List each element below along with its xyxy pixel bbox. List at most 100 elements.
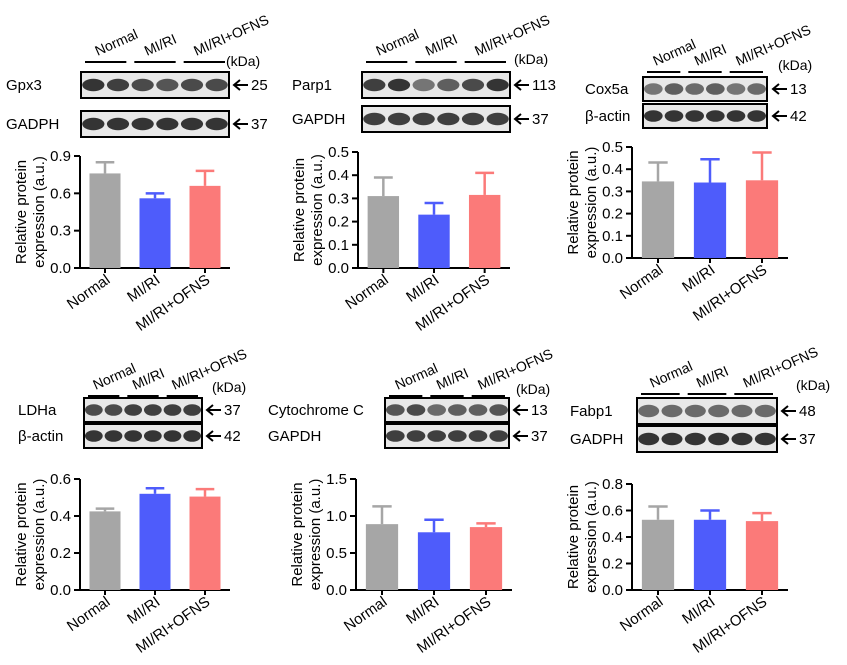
arrow-icon	[205, 430, 221, 442]
blot-band	[386, 404, 405, 416]
blot-band	[412, 78, 435, 92]
blot-group-label: Normal	[373, 26, 421, 59]
blot-band	[706, 83, 725, 95]
blot-band	[387, 78, 411, 92]
blot-band	[754, 404, 776, 418]
blot-band	[726, 110, 746, 122]
bar-normal	[641, 519, 675, 590]
kda-label: (kDa)	[778, 57, 812, 73]
blot-band	[731, 432, 753, 446]
blot-band	[685, 110, 704, 122]
blot-group-label: MI/RI+OFNS	[191, 11, 271, 58]
bar-normal	[641, 181, 675, 258]
blot-band	[684, 432, 706, 446]
blot-group-label: Normal	[392, 360, 440, 393]
y-tick-label: 0.0	[602, 582, 623, 599]
blot-band	[731, 404, 753, 418]
blot-band	[486, 112, 509, 126]
blot-band	[747, 110, 766, 122]
blot-band	[644, 83, 663, 95]
y-tick-label: 0.0	[328, 260, 349, 277]
blot-strip	[636, 425, 778, 453]
blot-strip	[83, 423, 203, 449]
blot-band	[427, 430, 446, 442]
bar-miriofns	[468, 194, 501, 268]
y-tick-label: 0.5	[602, 139, 623, 156]
blot-kda-value: 48	[799, 403, 816, 420]
y-axis-label: Relative protein	[13, 160, 30, 264]
x-tick-label: Normal	[64, 271, 113, 313]
blot-band	[131, 78, 154, 92]
blot-band	[706, 110, 725, 122]
blot-protein-label: GADPH	[6, 116, 59, 133]
bar-chart: 0.0 0.2 0.4 0.6 0.8 Relative protein expressio…	[565, 476, 788, 657]
blot-kda-value: 42	[224, 428, 241, 445]
bar-miriofns	[469, 527, 503, 590]
blot-band	[124, 430, 143, 442]
y-tick-label: 0.0	[50, 582, 71, 599]
blot-band	[205, 117, 228, 131]
y-axis-label: expression (a.u.)	[309, 154, 326, 266]
arrow-icon	[771, 83, 787, 95]
blot-strip	[361, 71, 511, 99]
blot-band	[386, 430, 405, 442]
arrow-icon	[513, 79, 529, 91]
x-tick-label: Normal	[64, 593, 113, 635]
blot-band	[205, 78, 228, 92]
kda-label: (kDa)	[796, 377, 830, 393]
blot-band	[461, 112, 485, 126]
blot-kda-value: 37	[251, 116, 268, 133]
x-tick-label: Normal	[617, 261, 666, 303]
blot-group-label: MI/RI	[423, 31, 460, 59]
y-tick-label: 0.5	[326, 545, 347, 562]
blot-protein-label: Gpx3	[6, 77, 42, 94]
x-tick-label: Normal	[617, 593, 666, 635]
blot-band	[84, 404, 103, 416]
blot-band	[661, 432, 683, 446]
blot-band	[468, 430, 488, 442]
blot-band	[664, 110, 684, 122]
blot-strip	[83, 397, 203, 423]
blot-band	[437, 78, 460, 92]
blot-band	[84, 430, 103, 442]
bar-miri	[139, 493, 171, 590]
blot-band	[183, 430, 202, 442]
y-tick-label: 0.3	[50, 223, 71, 240]
blot-band	[143, 404, 162, 416]
blot-band	[726, 83, 746, 95]
bar-miriofns	[189, 496, 221, 590]
blot-band	[163, 404, 182, 416]
y-tick-label: 0.4	[328, 167, 349, 184]
blot-group-label: Normal	[647, 358, 695, 391]
bar-chart: 0.0 0.2 0.4 0.6 Relative protein expression (…	[13, 471, 230, 657]
y-tick-label: 0.4	[602, 529, 623, 546]
bar-miri	[693, 182, 727, 258]
kda-label: (kDa)	[514, 51, 548, 67]
bar-miriofns	[189, 185, 221, 268]
blot-kda-value: 37	[224, 402, 241, 419]
y-tick-label: 1.5	[326, 471, 347, 488]
blot-band	[468, 404, 488, 416]
y-tick-label: 0.3	[328, 190, 349, 207]
blot-group-label: Normal	[90, 360, 138, 393]
blot-strip	[80, 71, 230, 99]
y-tick-label: 0.9	[50, 148, 71, 165]
y-axis-label: expression (a.u.)	[31, 479, 48, 591]
arrow-icon	[512, 430, 528, 442]
arrow-icon	[232, 118, 248, 130]
blot-band	[448, 404, 467, 416]
blot-protein-label: Parp1	[292, 77, 332, 94]
blot-group-label: MI/RI	[694, 363, 731, 391]
y-tick-label: 0.2	[602, 206, 623, 223]
blot-band	[156, 117, 179, 131]
blot-band	[363, 112, 386, 126]
y-tick-label: 0.3	[602, 183, 623, 200]
bar-normal	[89, 511, 121, 590]
y-tick-label: 0.2	[602, 556, 623, 573]
kda-label: (kDa)	[226, 53, 260, 69]
blot-band	[664, 83, 684, 95]
blot-strip	[642, 103, 768, 129]
y-axis-label: expression (a.u.)	[31, 156, 48, 268]
